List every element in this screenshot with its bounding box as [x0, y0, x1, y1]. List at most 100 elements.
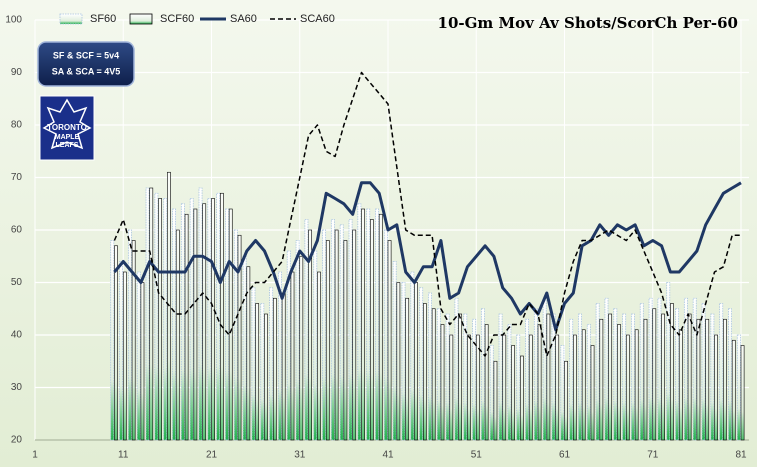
bar — [277, 271, 282, 441]
bar — [375, 208, 379, 441]
bar — [634, 329, 639, 441]
x-tick-label: 11 — [118, 450, 129, 461]
bar — [114, 245, 118, 441]
bar — [334, 229, 339, 441]
bar — [246, 266, 251, 441]
bar — [520, 355, 524, 441]
bar — [228, 208, 233, 441]
bar — [110, 240, 115, 441]
bar — [339, 224, 344, 441]
bar — [330, 219, 335, 441]
bar — [454, 297, 459, 441]
bar — [264, 313, 268, 441]
bar — [701, 303, 706, 441]
bar — [445, 313, 450, 441]
bar — [666, 282, 671, 441]
x-tick-label: 41 — [382, 450, 394, 461]
bar — [140, 282, 145, 441]
bar — [145, 187, 150, 441]
y-tick-label: 80 — [11, 120, 23, 131]
bar — [202, 203, 207, 441]
bar — [422, 303, 427, 441]
bar — [119, 261, 124, 441]
bar — [714, 334, 718, 441]
bar — [401, 282, 406, 441]
x-tick-label: 21 — [206, 450, 218, 461]
legend-label: SF60 — [90, 13, 116, 25]
bar — [216, 192, 221, 441]
bar — [431, 308, 436, 441]
bar — [255, 303, 260, 441]
bar — [622, 313, 627, 441]
bar — [507, 324, 512, 441]
bar — [643, 318, 648, 441]
bar — [189, 198, 194, 441]
bar — [564, 360, 568, 441]
bar — [740, 345, 745, 441]
bar — [467, 334, 471, 441]
bar — [652, 308, 657, 441]
bar — [675, 308, 680, 441]
bar — [537, 324, 542, 441]
bar — [728, 308, 732, 441]
bar — [242, 255, 247, 441]
bar — [392, 261, 397, 441]
bar — [428, 292, 432, 441]
bar — [463, 313, 468, 441]
bar — [648, 297, 653, 441]
bar — [657, 297, 662, 441]
bar — [361, 208, 365, 441]
x-tick-label: 1 — [32, 450, 38, 461]
x-tick-label: 61 — [559, 450, 571, 461]
bar — [736, 334, 741, 441]
bar — [357, 203, 362, 441]
legend-label: SCA60 — [300, 13, 335, 25]
y-tick-label: 40 — [11, 330, 23, 341]
bar — [272, 297, 277, 441]
bar — [625, 334, 630, 441]
bar — [414, 282, 418, 441]
legend-label: SCF60 — [160, 13, 194, 25]
bar — [163, 198, 168, 441]
bar — [175, 229, 180, 441]
bar — [207, 198, 212, 441]
x-tick-label: 71 — [647, 450, 659, 461]
y-tick-label: 60 — [11, 225, 23, 236]
bar — [502, 334, 507, 441]
bar — [696, 318, 701, 441]
bar — [569, 318, 574, 441]
bar — [154, 192, 159, 441]
bar — [233, 229, 238, 441]
bar — [661, 313, 665, 441]
bar — [578, 313, 582, 441]
bar — [458, 313, 463, 441]
bar — [484, 324, 489, 441]
bar — [317, 271, 321, 441]
bar — [325, 240, 330, 441]
bar — [260, 303, 265, 441]
legend-label: SA60 — [230, 13, 257, 25]
bar — [304, 219, 309, 441]
bar — [595, 303, 600, 441]
bar — [366, 208, 371, 441]
bar — [586, 324, 591, 441]
bar — [678, 329, 683, 441]
bar — [710, 313, 715, 441]
y-tick-label: 90 — [11, 67, 23, 78]
bar — [493, 360, 498, 441]
bar — [723, 318, 727, 441]
bar — [731, 339, 736, 441]
bar — [343, 240, 348, 441]
bar — [687, 313, 692, 441]
x-tick-label: 51 — [471, 450, 483, 461]
bar — [480, 308, 485, 441]
chart-title: 10-Gm Mov Av Shots/ScorCh Per-60 — [438, 14, 738, 32]
bar — [419, 287, 424, 441]
bar — [136, 271, 141, 441]
bar — [405, 297, 410, 441]
bar — [295, 240, 300, 441]
bar — [692, 297, 697, 441]
bar — [542, 297, 547, 441]
bar — [705, 318, 710, 441]
bar — [590, 345, 595, 441]
